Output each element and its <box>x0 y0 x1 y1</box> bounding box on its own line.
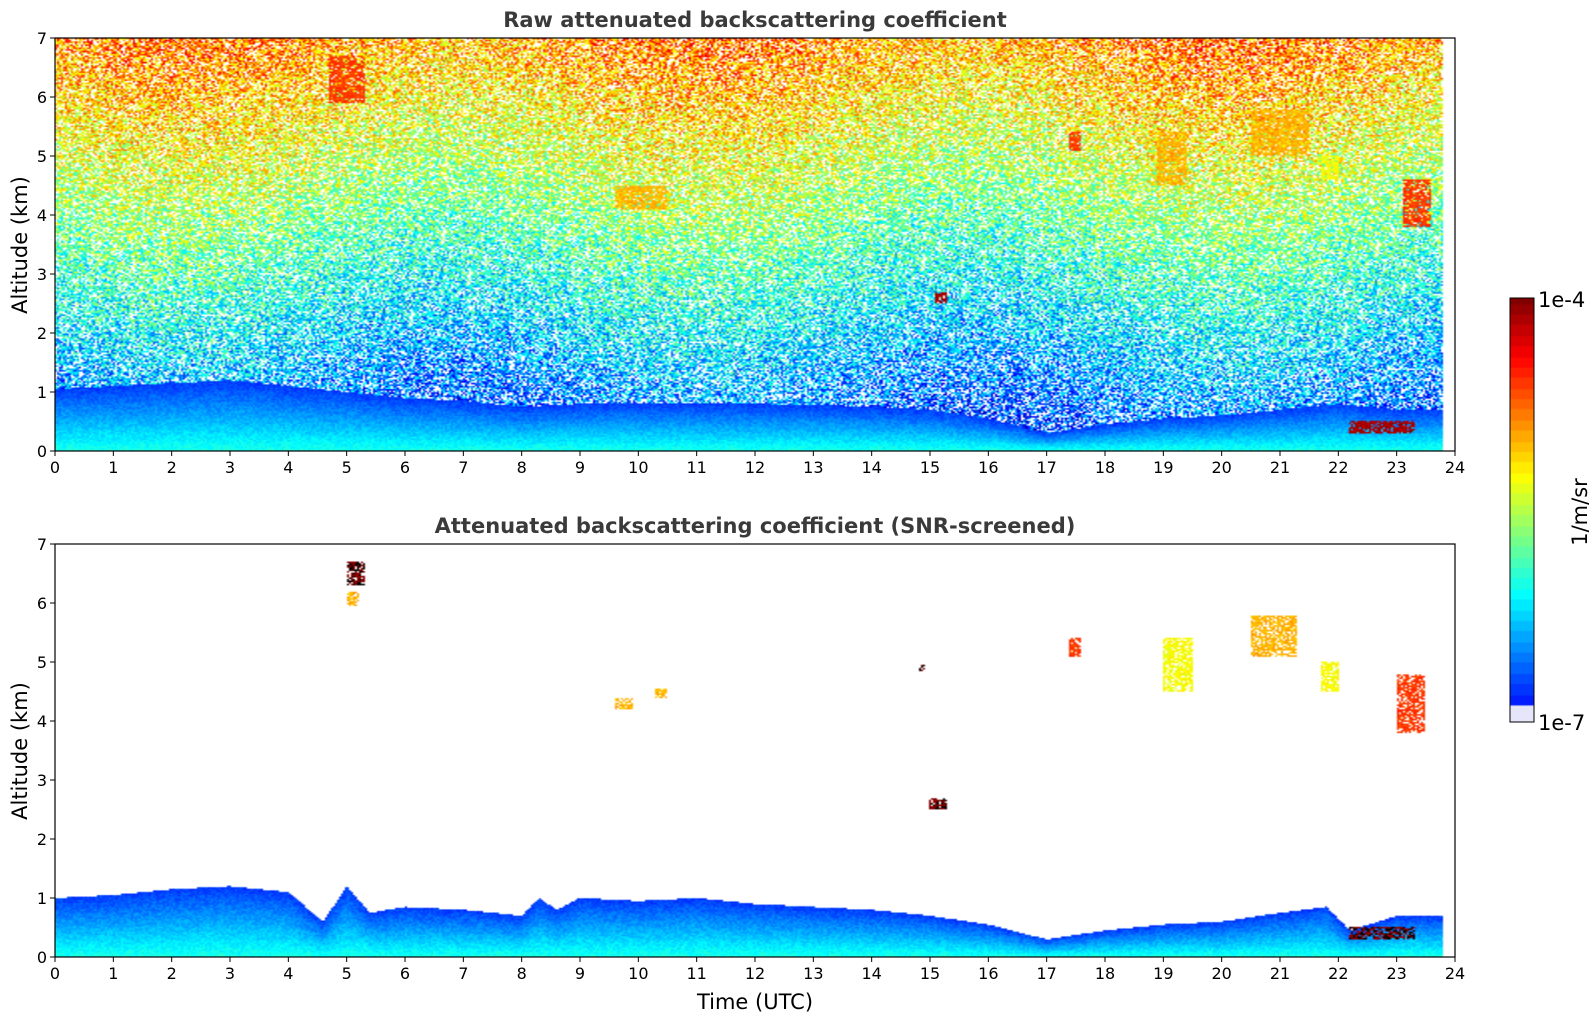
x-tick-label: 24 <box>1445 964 1465 983</box>
bottom-y-ticks: 0 1 2 3 4 5 6 7 <box>37 535 55 967</box>
y-tick-label: 7 <box>37 29 47 48</box>
x-tick-label: 4 <box>283 458 293 477</box>
x-tick-label: 8 <box>517 458 527 477</box>
x-tick-label: 6 <box>400 964 410 983</box>
top-heatmap <box>55 38 1455 451</box>
y-tick-label: 1 <box>37 383 47 402</box>
top-y-axis-label: Altitude (km) <box>8 176 32 314</box>
bottom-heatmap <box>55 544 1455 957</box>
x-tick-label: 13 <box>803 964 823 983</box>
x-tick-label: 16 <box>978 964 998 983</box>
y-tick-label: 5 <box>37 147 47 166</box>
x-tick-label: 15 <box>920 964 940 983</box>
top-x-ticks: 0 1 2 3 4 5 6 7 8 9 10 11 12 13 14 15 16 17 18 19 20 21 22 23 24 <box>50 451 1465 477</box>
y-tick-label: 6 <box>37 594 47 613</box>
y-tick-label: 6 <box>37 88 47 107</box>
x-tick-label: 10 <box>628 964 648 983</box>
bottom-panel: Attenuated backscattering coefficient (S… <box>8 514 1465 1014</box>
x-tick-label: 6 <box>400 458 410 477</box>
x-tick-label: 14 <box>861 964 881 983</box>
x-tick-label: 12 <box>745 458 765 477</box>
x-tick-label: 7 <box>458 458 468 477</box>
x-tick-label: 11 <box>686 964 706 983</box>
x-axis-label: Time (UTC) <box>696 990 813 1014</box>
x-tick-label: 13 <box>803 458 823 477</box>
x-tick-label: 24 <box>1445 458 1465 477</box>
x-tick-label: 23 <box>1386 458 1406 477</box>
x-tick-label: 20 <box>1211 458 1231 477</box>
y-tick-label: 4 <box>37 206 47 225</box>
top-panel-title: Raw attenuated backscattering coefficien… <box>503 8 1007 32</box>
y-tick-label: 3 <box>37 265 47 284</box>
y-tick-label: 7 <box>37 535 47 554</box>
x-tick-label: 3 <box>225 964 235 983</box>
x-tick-label: 8 <box>517 964 527 983</box>
x-tick-label: 17 <box>1036 964 1056 983</box>
top-y-ticks: 0 1 2 3 4 5 6 7 <box>37 29 55 461</box>
x-tick-label: 0 <box>50 964 60 983</box>
x-tick-label: 21 <box>1270 458 1290 477</box>
x-tick-label: 5 <box>342 458 352 477</box>
x-tick-label: 16 <box>978 458 998 477</box>
x-tick-label: 22 <box>1328 458 1348 477</box>
x-tick-label: 12 <box>745 964 765 983</box>
x-tick-label: 3 <box>225 458 235 477</box>
x-tick-label: 18 <box>1095 964 1115 983</box>
colorbar-frame <box>1509 297 1535 723</box>
x-tick-label: 11 <box>686 458 706 477</box>
x-tick-label: 18 <box>1095 458 1115 477</box>
bottom-panel-title: Attenuated backscattering coefficient (S… <box>435 514 1076 538</box>
x-tick-label: 23 <box>1386 964 1406 983</box>
colorbar-min-label: 1e-7 <box>1538 711 1585 735</box>
x-tick-label: 9 <box>575 458 585 477</box>
y-tick-label: 1 <box>37 889 47 908</box>
x-tick-label: 4 <box>283 964 293 983</box>
x-tick-label: 2 <box>167 964 177 983</box>
x-tick-label: 19 <box>1153 964 1173 983</box>
x-tick-label: 15 <box>920 458 940 477</box>
y-tick-label: 2 <box>37 830 47 849</box>
x-tick-label: 1 <box>108 964 118 983</box>
y-tick-label: 2 <box>37 324 47 343</box>
colorbar-gradient <box>1510 298 1534 722</box>
y-tick-label: 3 <box>37 771 47 790</box>
y-tick-label: 4 <box>37 712 47 731</box>
colorbar-unit-label: 1/m/sr <box>1568 478 1592 546</box>
x-tick-label: 19 <box>1153 458 1173 477</box>
x-tick-label: 5 <box>342 964 352 983</box>
colorbar: 1e-4 1e-7 1/m/sr <box>1509 288 1592 735</box>
x-tick-label: 20 <box>1211 964 1231 983</box>
top-panel: Raw attenuated backscattering coefficien… <box>8 8 1465 477</box>
x-tick-label: 22 <box>1328 964 1348 983</box>
bottom-x-ticks: 0 1 2 3 4 5 6 7 8 9 10 11 12 13 14 15 16 17 18 19 20 21 22 23 24 <box>50 957 1465 983</box>
y-tick-label: 0 <box>37 442 47 461</box>
y-tick-label: 0 <box>37 948 47 967</box>
x-tick-label: 10 <box>628 458 648 477</box>
x-tick-label: 17 <box>1036 458 1056 477</box>
x-tick-label: 21 <box>1270 964 1290 983</box>
x-tick-label: 14 <box>861 458 881 477</box>
x-tick-label: 1 <box>108 458 118 477</box>
bottom-y-axis-label: Altitude (km) <box>8 682 32 820</box>
colorbar-max-label: 1e-4 <box>1538 288 1585 312</box>
x-tick-label: 9 <box>575 964 585 983</box>
y-tick-label: 5 <box>37 653 47 672</box>
x-tick-label: 0 <box>50 458 60 477</box>
x-tick-label: 2 <box>167 458 177 477</box>
x-tick-label: 7 <box>458 964 468 983</box>
